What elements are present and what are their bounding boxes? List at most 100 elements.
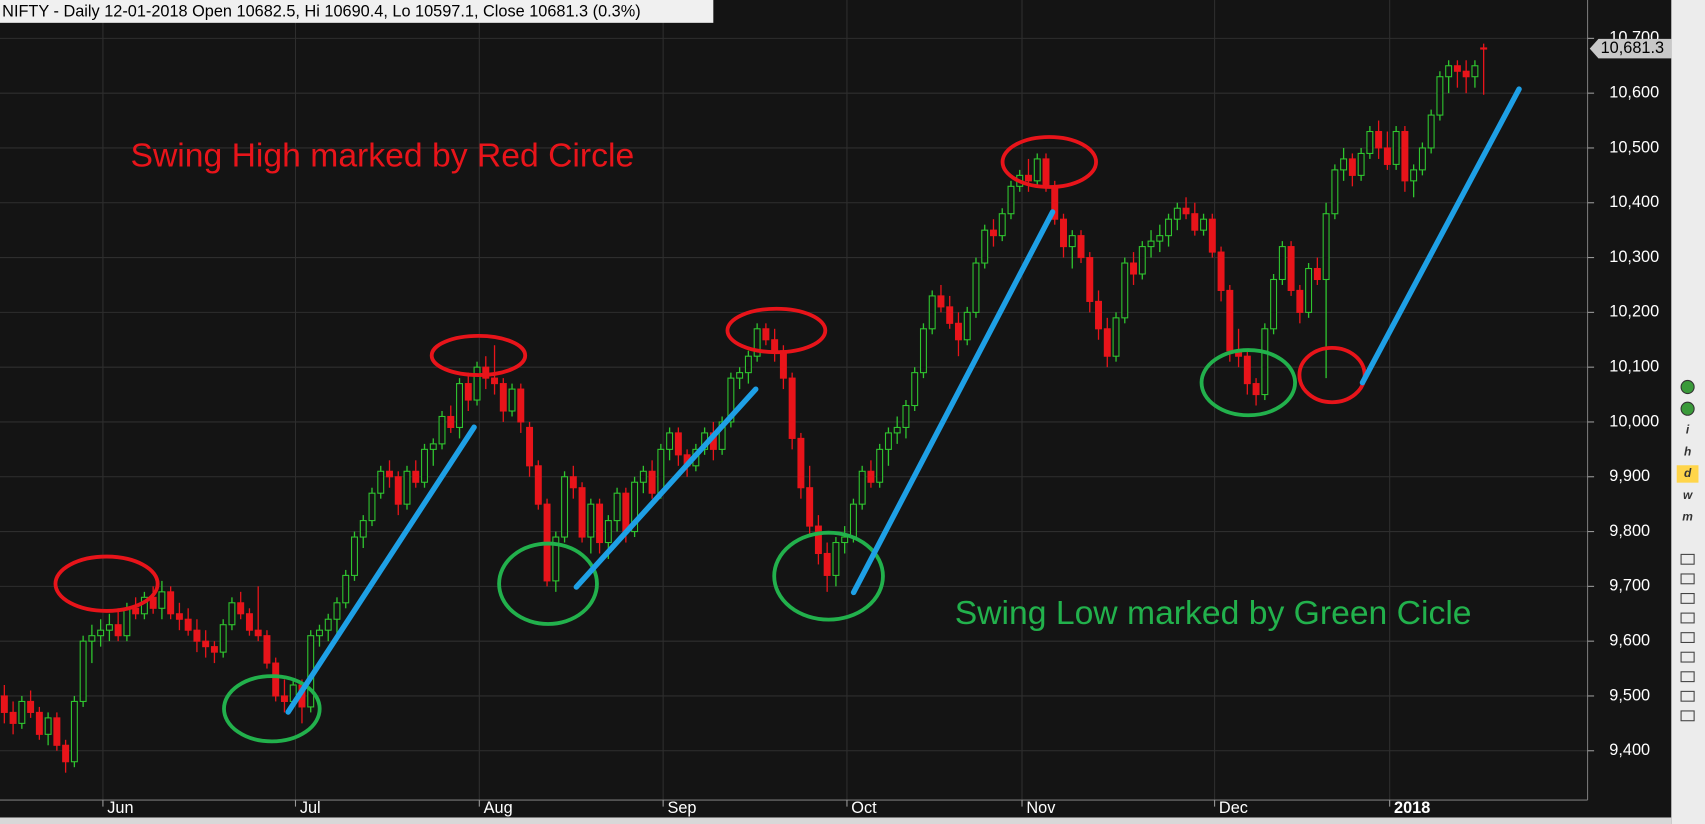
x-tick-label: Aug (484, 799, 513, 817)
toolbar-icon[interactable] (1680, 651, 1695, 663)
candle-body (919, 328, 927, 374)
candle-body (1480, 47, 1488, 50)
candle-body (97, 629, 105, 637)
last-price-marker (1589, 38, 1672, 59)
candle-body (508, 388, 516, 412)
candle-body (814, 525, 822, 555)
candle-body (928, 295, 936, 330)
toolbar-label[interactable]: m (1682, 510, 1693, 524)
last-price-label: 10,681.3 (1601, 39, 1664, 57)
toolbar-button[interactable] (1676, 508, 1699, 527)
candle-body (412, 470, 420, 483)
toolbar-icon[interactable] (1680, 573, 1695, 585)
candle-body (429, 443, 437, 450)
candle-body (858, 470, 866, 505)
candle-body (762, 328, 770, 341)
candle-body (351, 536, 358, 576)
x-tick-label: Dec (1219, 799, 1248, 817)
candle-body (1357, 152, 1365, 176)
candle-body (1313, 267, 1321, 281)
candle-body (1095, 300, 1102, 330)
y-tick-label: 10,600 (1609, 83, 1659, 101)
candle-body (438, 415, 446, 445)
swing-high-circle (725, 306, 828, 355)
candle-body (1060, 218, 1067, 248)
candle-body (867, 470, 875, 483)
candle-body (1436, 76, 1444, 116)
y-tick-label: 9,400 (1609, 741, 1650, 759)
annotations-shapes (53, 86, 1522, 744)
toolbar-icon[interactable] (1680, 690, 1695, 702)
toolbar-icon[interactable] (1680, 553, 1695, 565)
candle-body (648, 470, 656, 494)
candle-body (464, 383, 472, 401)
candle-body (324, 618, 332, 631)
candle-body (1208, 218, 1216, 253)
toolbar-icon[interactable] (1680, 401, 1695, 416)
candle-body (1191, 213, 1199, 231)
toolbar-label[interactable]: w (1683, 488, 1693, 502)
candle-body (1243, 355, 1251, 385)
candle-body (114, 624, 122, 637)
annotation: Swing High marked by Red Circle (130, 137, 634, 175)
toolbar-button[interactable] (1676, 487, 1699, 505)
candle-body (499, 383, 507, 412)
toolbar-icon[interactable] (1680, 710, 1695, 722)
toolbar-label[interactable]: h (1684, 444, 1691, 458)
toolbar-icon[interactable] (1680, 671, 1695, 683)
toolbar-label[interactable]: i (1686, 423, 1690, 437)
toolbar-button[interactable] (1676, 465, 1699, 483)
y-tick-label: 10,500 (1609, 138, 1659, 156)
candle-body (744, 355, 752, 374)
candle-body (193, 629, 201, 642)
candle-body (1392, 130, 1400, 165)
candle-body (587, 503, 595, 538)
candle-body (1138, 246, 1146, 275)
y-tick-label: 9,900 (1609, 467, 1650, 485)
y-tick-label: 10,200 (1609, 303, 1659, 321)
candle-body (674, 432, 682, 456)
toolbar-icon[interactable] (1680, 632, 1695, 644)
candle-body (272, 662, 280, 697)
candle-body (972, 262, 980, 313)
candle-body (657, 448, 665, 494)
candle-body (62, 744, 70, 763)
candle-body (342, 574, 350, 604)
candle-body (1103, 328, 1111, 357)
candle-body (263, 635, 271, 664)
candle-body (517, 388, 525, 423)
toolbar-icon[interactable] (1680, 379, 1695, 395)
candle-body (596, 503, 604, 544)
candle-body (88, 635, 96, 642)
y-axis-panel (1587, 0, 1672, 824)
trend-line (1359, 86, 1522, 386)
candle-body (1182, 207, 1190, 215)
candle-body (884, 432, 892, 450)
candle-body (639, 470, 647, 483)
candle-body (1383, 147, 1391, 165)
x-tick-label: Jun (107, 799, 133, 817)
candle-body (718, 421, 726, 450)
swing-high-circle (53, 554, 160, 613)
candle-body (1427, 114, 1435, 149)
candle-body (132, 607, 140, 615)
candle-body (210, 646, 218, 653)
toolbar-button[interactable] (1676, 421, 1699, 440)
candle-body (184, 618, 192, 631)
candle-body (989, 229, 997, 237)
toolbar-icon[interactable] (1680, 612, 1695, 624)
toolbar-icon[interactable] (1680, 592, 1695, 604)
candle-body (788, 377, 796, 439)
candle-body (1086, 257, 1094, 302)
toolbar-label[interactable]: d (1684, 466, 1692, 480)
candle-body (473, 366, 481, 401)
swing-high-circle (429, 334, 528, 377)
scrollbar[interactable] (0, 817, 1672, 824)
candle-body (202, 640, 210, 648)
candle-body (18, 700, 26, 724)
candle-body (806, 487, 814, 527)
candle-body (1121, 262, 1129, 319)
candle-body (1156, 235, 1164, 242)
toolbar-button[interactable] (1676, 443, 1699, 461)
